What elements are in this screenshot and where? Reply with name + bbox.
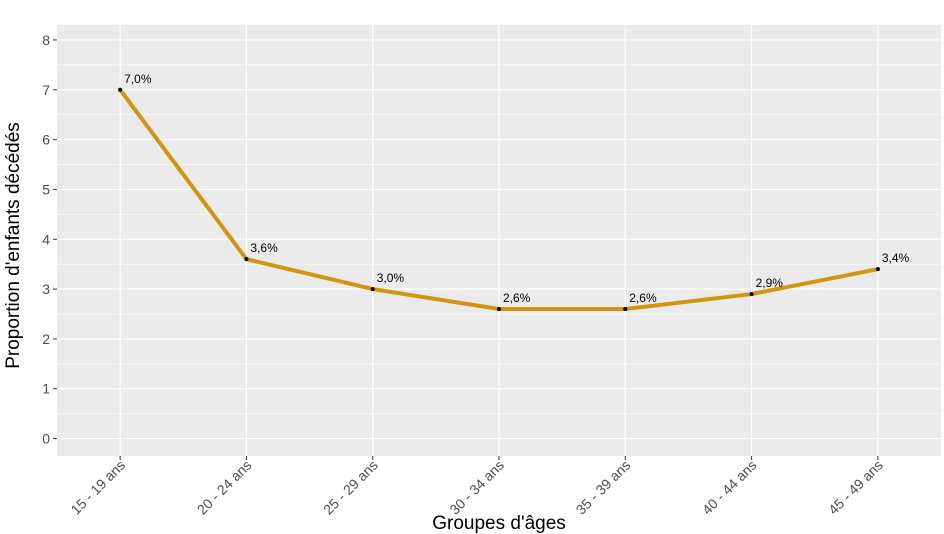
data-label: 3,6% xyxy=(250,241,278,255)
x-tick-label: 35 - 39 ans xyxy=(573,457,634,518)
y-tick-label: 1 xyxy=(42,381,50,397)
data-label: 2,9% xyxy=(756,276,784,290)
x-tick-label: 45 - 49 ans xyxy=(825,457,886,518)
x-tick-label: 30 - 34 ans xyxy=(446,457,507,518)
data-label: 2,6% xyxy=(629,291,657,305)
data-point xyxy=(875,267,880,272)
y-tick-label: 4 xyxy=(42,231,50,247)
major-gridlines xyxy=(57,25,941,456)
data-label: 2,6% xyxy=(503,291,531,305)
y-tick-label: 8 xyxy=(42,32,50,48)
x-tick-label: 15 - 19 ans xyxy=(67,457,128,518)
y-tick-label: 0 xyxy=(42,431,50,447)
data-labels: 7,0% 3,6% 3,0% 2,6% 2,6% 2,9% 3,4% xyxy=(124,72,909,305)
y-tick-label: 2 xyxy=(42,331,50,347)
data-point xyxy=(118,87,123,92)
y-tick-label: 3 xyxy=(42,281,50,297)
x-axis-title: Groupes d'âges xyxy=(432,513,566,534)
data-label: 3,0% xyxy=(377,271,405,285)
y-tick-label: 6 xyxy=(42,132,50,148)
data-label: 7,0% xyxy=(124,72,152,86)
data-point xyxy=(749,292,754,297)
y-tick-label: 7 xyxy=(42,82,50,98)
data-label: 3,4% xyxy=(882,251,910,265)
series-group xyxy=(118,87,880,312)
data-point xyxy=(370,287,375,292)
y-axis-title: Proportion d'enfants décédés xyxy=(3,122,24,369)
x-tick-label: 20 - 24 ans xyxy=(194,457,255,518)
y-axis: 0 1 2 3 4 5 6 7 8 xyxy=(42,32,57,447)
y-tick-label: 5 xyxy=(42,181,50,197)
x-tick-label: 40 - 44 ans xyxy=(699,457,760,518)
x-tick-label: 25 - 29 ans xyxy=(320,457,381,518)
data-point xyxy=(497,307,501,312)
data-point xyxy=(623,307,628,312)
data-point xyxy=(244,257,249,262)
x-axis: 15 - 19 ans 20 - 24 ans 25 - 29 ans 30 - 34… xyxy=(67,456,886,518)
